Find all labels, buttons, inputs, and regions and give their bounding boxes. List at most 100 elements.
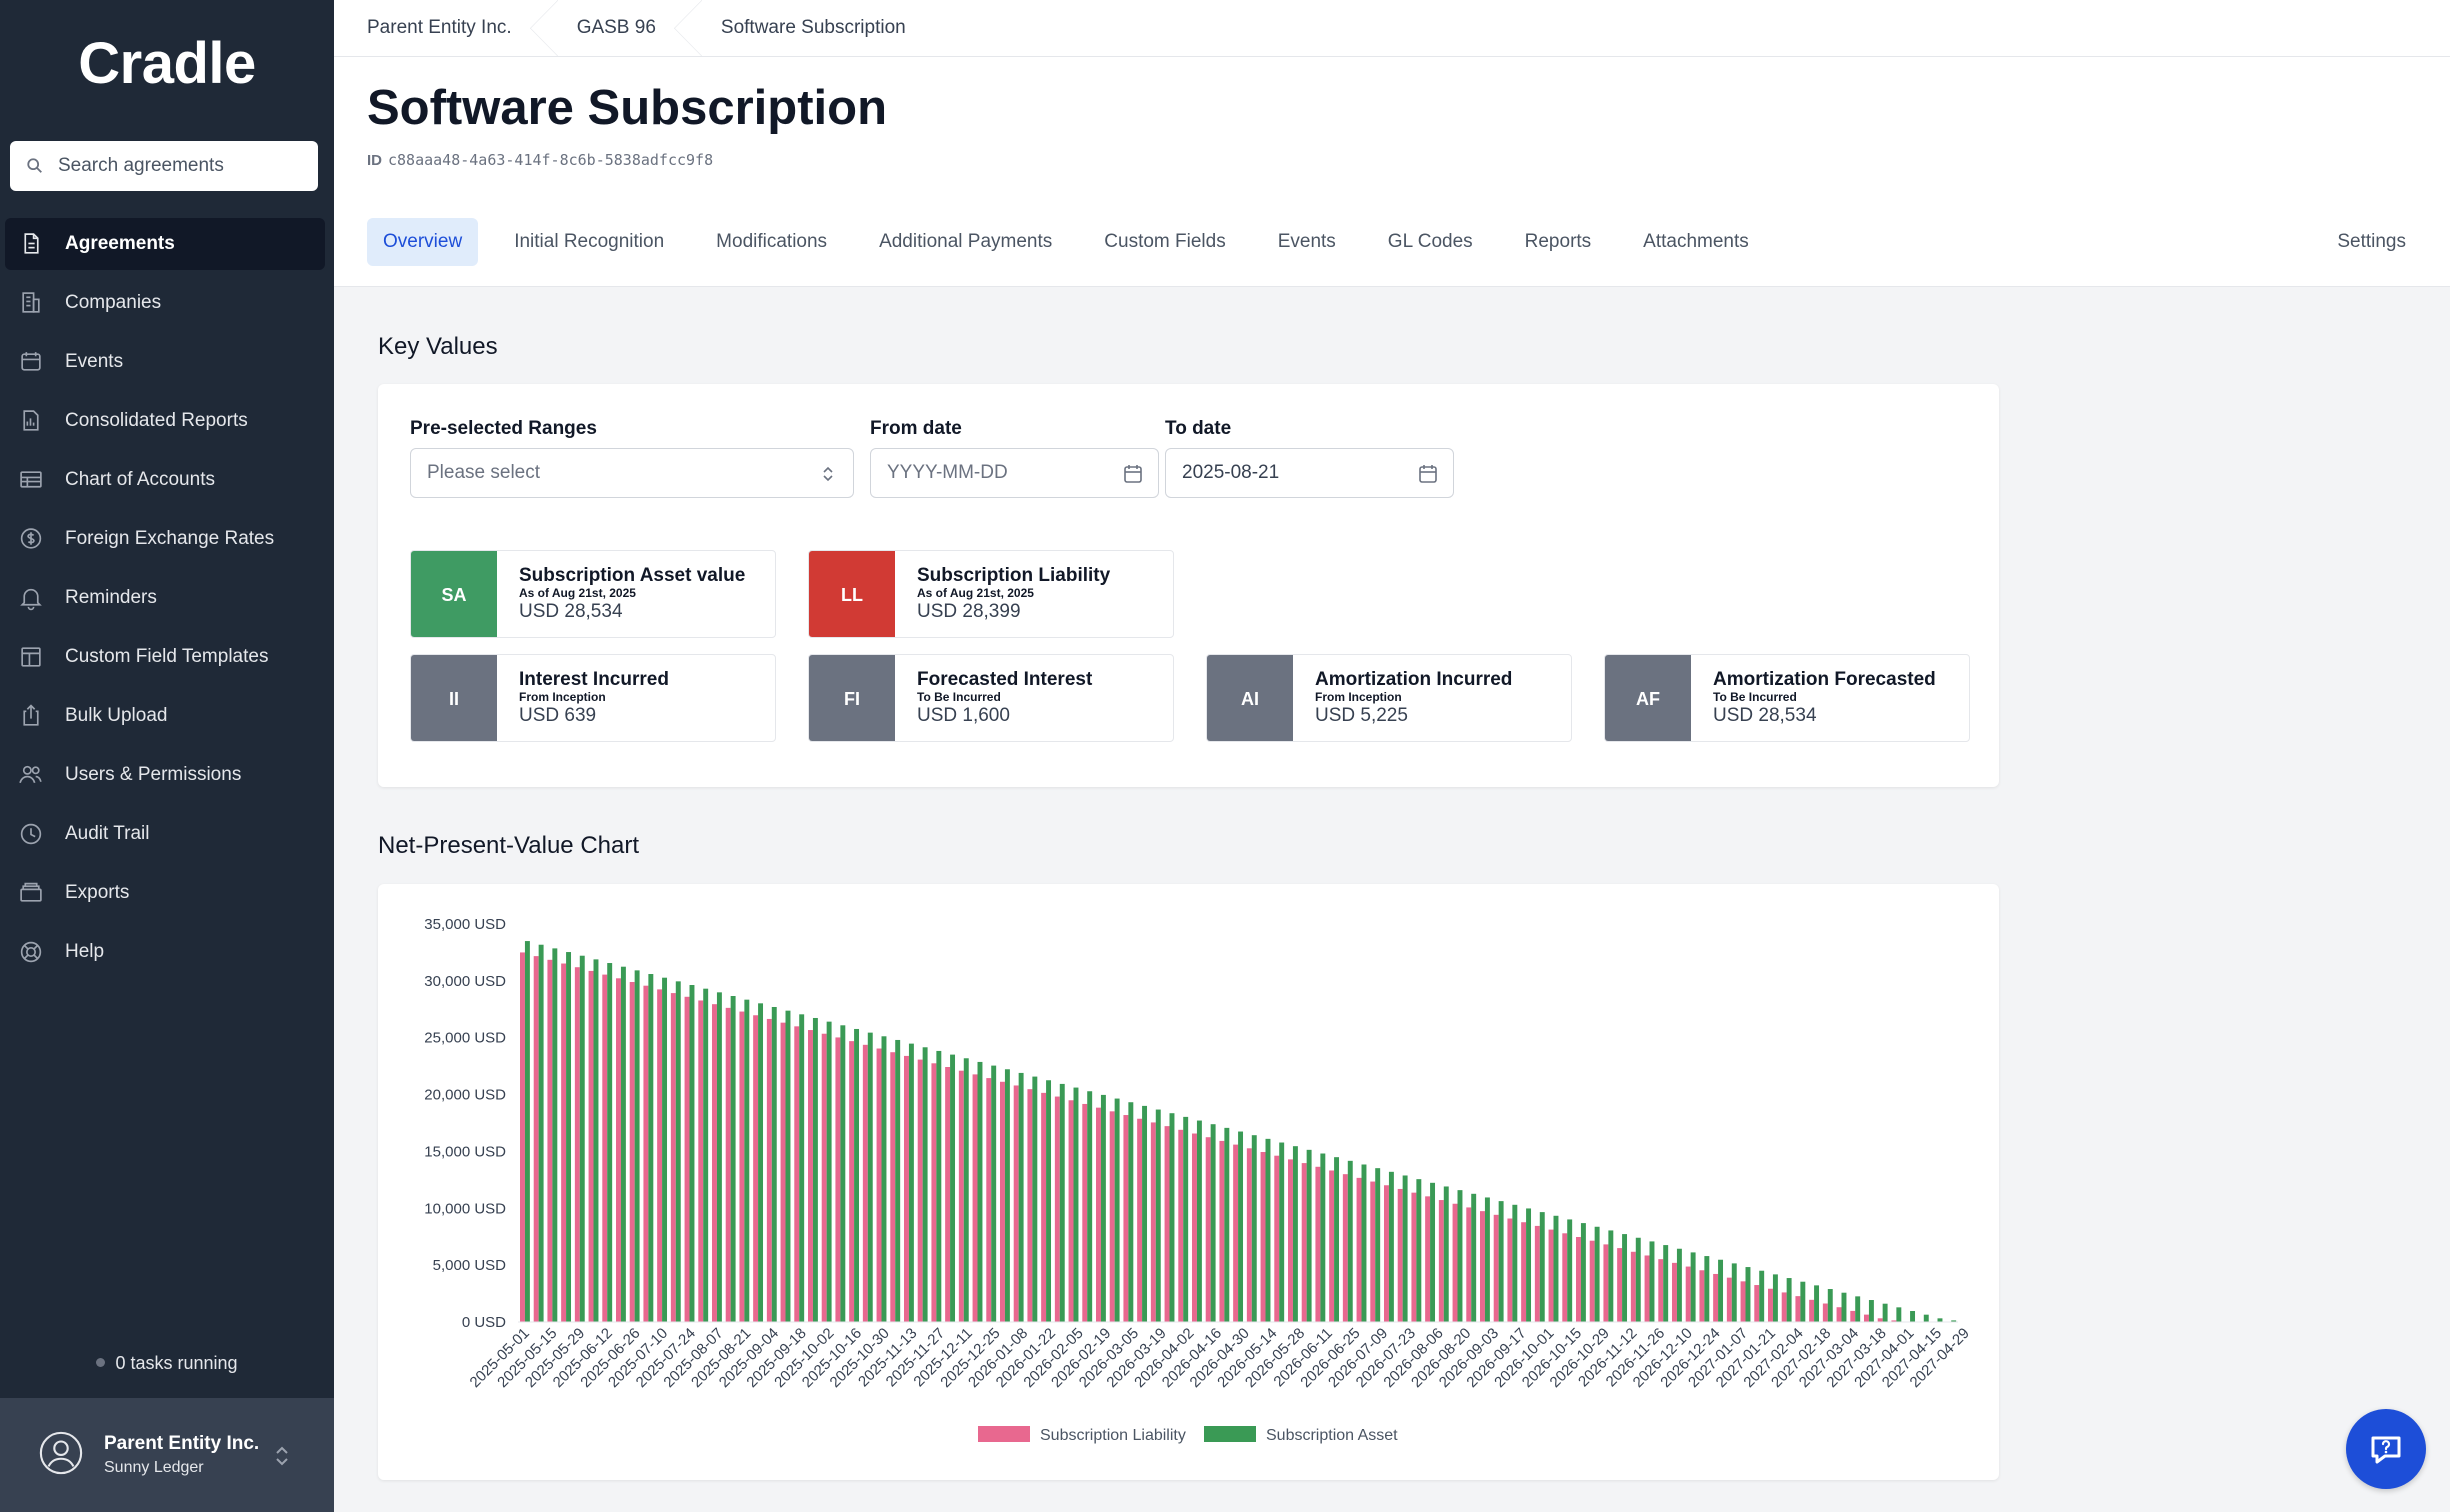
tab-initial-recognition[interactable]: Initial Recognition	[514, 231, 665, 252]
bar-asset[interactable]	[1923, 1314, 1929, 1322]
bar-liability[interactable]	[1836, 1307, 1842, 1322]
bar-liability[interactable]	[698, 1000, 704, 1322]
bar-liability[interactable]	[1809, 1299, 1815, 1322]
bar-asset[interactable]	[1347, 1160, 1353, 1322]
bar-asset[interactable]	[950, 1054, 956, 1322]
bar-asset[interactable]	[1896, 1307, 1902, 1322]
bar-liability[interactable]	[1411, 1192, 1417, 1322]
bar-liability[interactable]	[780, 1022, 786, 1322]
bar-asset[interactable]	[1224, 1127, 1230, 1322]
bar-liability[interactable]	[1342, 1174, 1348, 1322]
bar-liability[interactable]	[1397, 1188, 1403, 1322]
bar-liability[interactable]	[917, 1059, 923, 1322]
tab-additional-payments[interactable]: Additional Payments	[879, 231, 1053, 252]
bar-asset[interactable]	[1910, 1311, 1916, 1322]
sidebar-item-exports[interactable]: Exports	[5, 867, 325, 919]
sidebar-item-agreements[interactable]: Agreements	[5, 218, 325, 270]
bar-liability[interactable]	[602, 974, 608, 1322]
bar-liability[interactable]	[1644, 1255, 1650, 1322]
bar-asset[interactable]	[1512, 1204, 1518, 1322]
bar-asset[interactable]	[1814, 1285, 1820, 1322]
bar-asset[interactable]	[991, 1065, 997, 1322]
bar-liability[interactable]	[1493, 1214, 1499, 1322]
bar-liability[interactable]	[1274, 1155, 1280, 1322]
calendar-icon[interactable]	[1122, 463, 1144, 491]
bar-liability[interactable]	[588, 970, 594, 1322]
app-logo[interactable]: Cradle	[78, 31, 256, 96]
bar-liability[interactable]	[862, 1044, 868, 1322]
bar-liability[interactable]	[1713, 1273, 1719, 1322]
bar-asset[interactable]	[648, 974, 654, 1322]
bar-liability[interactable]	[1233, 1144, 1239, 1322]
bar-asset[interactable]	[1183, 1116, 1189, 1322]
bar-liability[interactable]	[1178, 1129, 1184, 1322]
bar-liability[interactable]	[1438, 1200, 1444, 1322]
bar-liability[interactable]	[574, 967, 580, 1322]
sidebar-item-users-permissions[interactable]: Users & Permissions	[5, 749, 325, 801]
bar-asset[interactable]	[840, 1025, 846, 1322]
bar-asset[interactable]	[1196, 1120, 1202, 1322]
bar-liability[interactable]	[725, 1007, 731, 1322]
bar-asset[interactable]	[1155, 1109, 1161, 1322]
bar-liability[interactable]	[931, 1063, 937, 1322]
search-input[interactable]	[58, 155, 308, 177]
bar-liability[interactable]	[1521, 1222, 1527, 1322]
bar-liability[interactable]	[1589, 1240, 1595, 1322]
bar-asset[interactable]	[1567, 1219, 1573, 1322]
bar-liability[interactable]	[1096, 1107, 1101, 1322]
bar-asset[interactable]	[1251, 1135, 1257, 1322]
bar-asset[interactable]	[812, 1017, 818, 1322]
bar-asset[interactable]	[634, 970, 640, 1322]
bar-asset[interactable]	[1238, 1131, 1244, 1322]
from-date-input[interactable]: YYYY-MM-DD	[870, 448, 1159, 498]
account-switcher[interactable]: Parent Entity Inc. Sunny Ledger	[0, 1398, 334, 1512]
bar-asset[interactable]	[552, 948, 558, 1322]
bar-liability[interactable]	[1685, 1266, 1691, 1322]
tab-modifications[interactable]: Modifications	[716, 231, 828, 252]
bar-liability[interactable]	[1205, 1137, 1211, 1322]
bar-asset[interactable]	[1416, 1179, 1422, 1322]
bar-asset[interactable]	[1786, 1278, 1792, 1322]
bar-asset[interactable]	[730, 996, 736, 1322]
bar-asset[interactable]	[1498, 1201, 1504, 1322]
bar-asset[interactable]	[1800, 1281, 1806, 1322]
help-chat-button[interactable]	[2346, 1409, 2426, 1489]
bar-asset[interactable]	[1718, 1259, 1724, 1322]
bar-asset[interactable]	[1334, 1157, 1340, 1322]
bar-liability[interactable]	[1507, 1218, 1513, 1322]
bar-asset[interactable]	[1402, 1175, 1408, 1322]
bar-liability[interactable]	[1864, 1314, 1869, 1322]
bar-asset[interactable]	[799, 1014, 805, 1322]
bar-asset[interactable]	[1937, 1318, 1943, 1322]
legend-label[interactable]: Subscription Asset	[1266, 1427, 1398, 1444]
breadcrumb-item[interactable]: Parent Entity Inc.	[334, 0, 558, 57]
bar-liability[interactable]	[1466, 1207, 1472, 1322]
calendar-icon[interactable]	[1417, 463, 1439, 491]
bar-liability[interactable]	[808, 1030, 813, 1322]
bar-asset[interactable]	[1443, 1186, 1449, 1322]
bar-liability[interactable]	[1329, 1170, 1335, 1322]
bar-asset[interactable]	[744, 999, 750, 1322]
bar-liability[interactable]	[1877, 1318, 1883, 1322]
bar-liability[interactable]	[1219, 1140, 1225, 1322]
search-box[interactable]	[10, 141, 318, 191]
tab-custom-fields[interactable]: Custom Fields	[1104, 231, 1226, 252]
bar-asset[interactable]	[1306, 1149, 1312, 1322]
bar-asset[interactable]	[1772, 1274, 1778, 1322]
bar-asset[interactable]	[607, 963, 613, 1322]
bar-liability[interactable]	[1068, 1100, 1074, 1322]
bar-asset[interactable]	[1087, 1091, 1093, 1322]
bar-liability[interactable]	[657, 989, 663, 1322]
bar-liability[interactable]	[1301, 1163, 1307, 1322]
tab-gl-codes[interactable]: GL Codes	[1387, 231, 1473, 252]
bar-asset[interactable]	[662, 977, 668, 1322]
bar-liability[interactable]	[547, 959, 553, 1322]
sidebar-item-help[interactable]: Help	[5, 926, 325, 978]
tab-overview[interactable]: Overview	[367, 218, 479, 266]
bar-liability[interactable]	[1054, 1096, 1060, 1322]
bar-liability[interactable]	[739, 1011, 745, 1322]
bar-liability[interactable]	[1850, 1310, 1856, 1322]
bar-liability[interactable]	[1630, 1251, 1636, 1322]
bar-asset[interactable]	[758, 1003, 764, 1322]
bar-asset[interactable]	[1608, 1230, 1614, 1322]
